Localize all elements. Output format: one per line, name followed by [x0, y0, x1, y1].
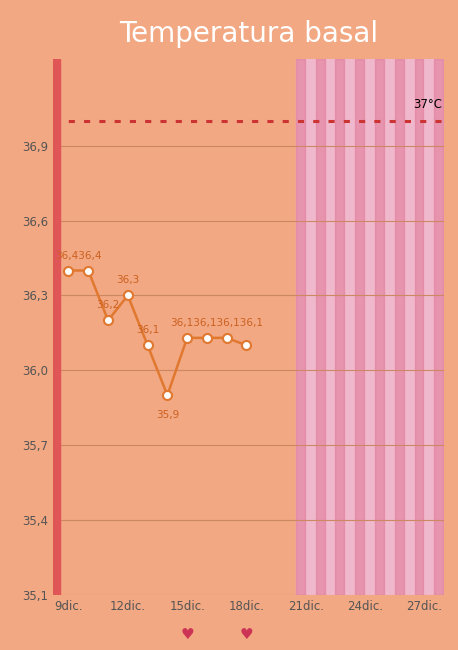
Text: 36,436,4: 36,436,4 — [55, 250, 102, 261]
Text: 37°C: 37°C — [413, 98, 442, 111]
Bar — [296, 58, 444, 595]
Text: 36,136,136,136,1: 36,136,136,136,1 — [170, 318, 263, 328]
Bar — [53, 58, 60, 595]
Bar — [296, 58, 305, 595]
Bar — [434, 58, 443, 595]
Bar — [414, 58, 424, 595]
Bar — [316, 58, 325, 595]
Text: 36,1: 36,1 — [136, 326, 159, 335]
Text: ♥: ♥ — [240, 627, 253, 642]
Text: 36,2: 36,2 — [97, 300, 120, 311]
Text: ♥: ♥ — [180, 627, 194, 642]
Text: 36,3: 36,3 — [116, 276, 139, 285]
Bar — [355, 58, 364, 595]
Bar — [375, 58, 384, 595]
Text: 35,9: 35,9 — [156, 410, 179, 420]
Title: Temperatura basal: Temperatura basal — [119, 20, 378, 48]
Bar — [395, 58, 403, 595]
Bar — [335, 58, 344, 595]
